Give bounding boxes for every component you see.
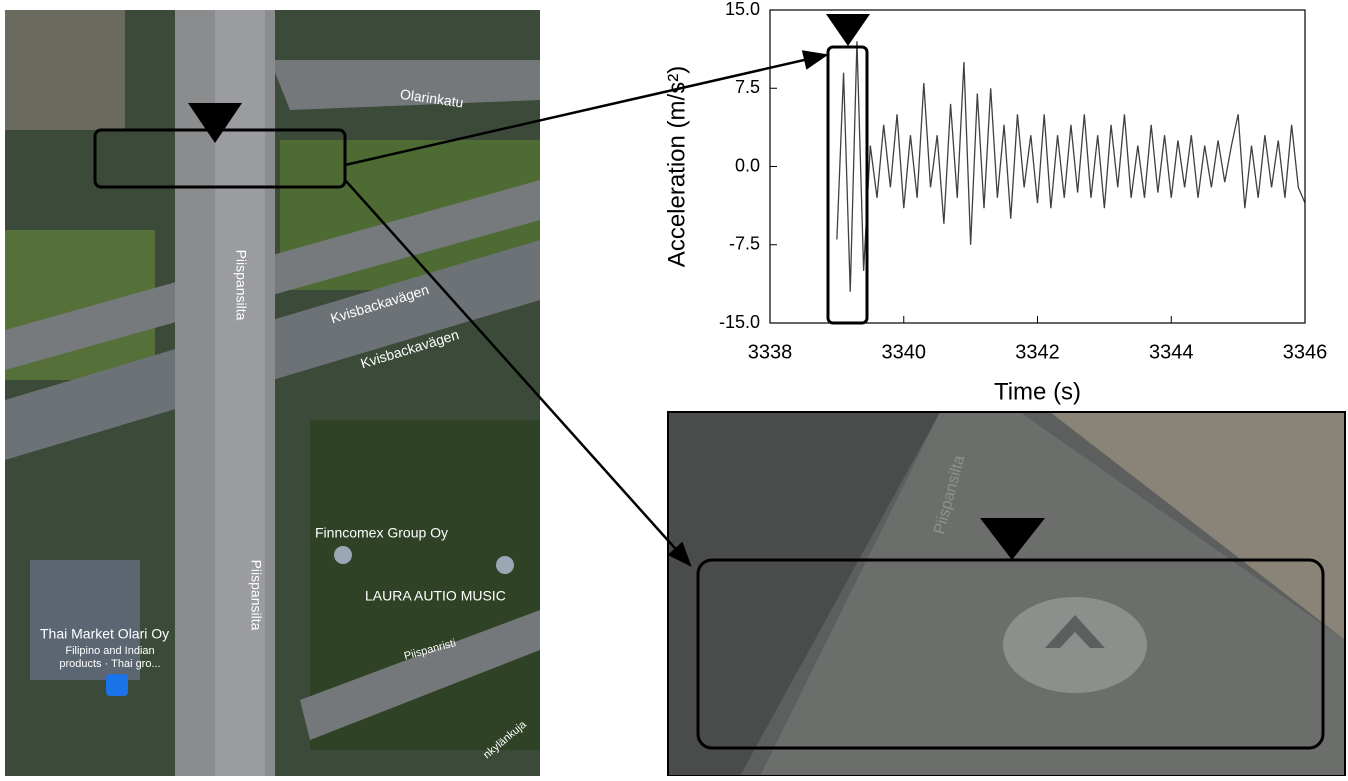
x-axis-label: Time (s) (994, 378, 1081, 405)
satellite-map: Olarinkatu Piispansilta Kvisbackavägen K… (5, 10, 540, 776)
y-tick-label: 7.5 (735, 77, 760, 97)
x-tick-label: 3346 (1283, 341, 1328, 363)
figure: Olarinkatu Piispansilta Kvisbackavägen K… (0, 0, 1348, 776)
map-label: products · Thai gro... (59, 658, 160, 670)
marker (826, 14, 870, 46)
y-tick-label: -7.5 (729, 234, 760, 254)
x-tick-label: 3344 (1149, 341, 1194, 363)
map-label: Finncomex Group Oy (315, 525, 448, 541)
shop-icon (106, 674, 128, 696)
chart: -15.0 -7.5 0.0 7.5 15.0 3338 3340 3342 3344 3346 T… (663, 0, 1327, 405)
y-tick-label: -15.0 (719, 312, 760, 332)
x-tick-label: 3338 (748, 341, 793, 363)
line (837, 41, 1305, 291)
map-label: Filipino and Indian (65, 645, 154, 657)
map-label: Thai Market Olari Oy (40, 626, 169, 642)
map-label: LAURA AUTIO MUSIC (365, 588, 506, 604)
map-label: Piispansilta (233, 250, 249, 321)
map-pin (334, 546, 352, 564)
y-axis-label: Acceleration (m/s²) (663, 66, 690, 267)
x-tick-label: 3342 (1015, 341, 1060, 363)
y-tick-label: 15.0 (725, 0, 760, 19)
y-tick-label: 0.0 (735, 155, 760, 175)
street-view: Piispansilta (668, 412, 1345, 776)
map-pin (496, 556, 514, 574)
map-label: Piispansilta (248, 560, 264, 631)
x-tick-label: 3340 (882, 341, 927, 363)
